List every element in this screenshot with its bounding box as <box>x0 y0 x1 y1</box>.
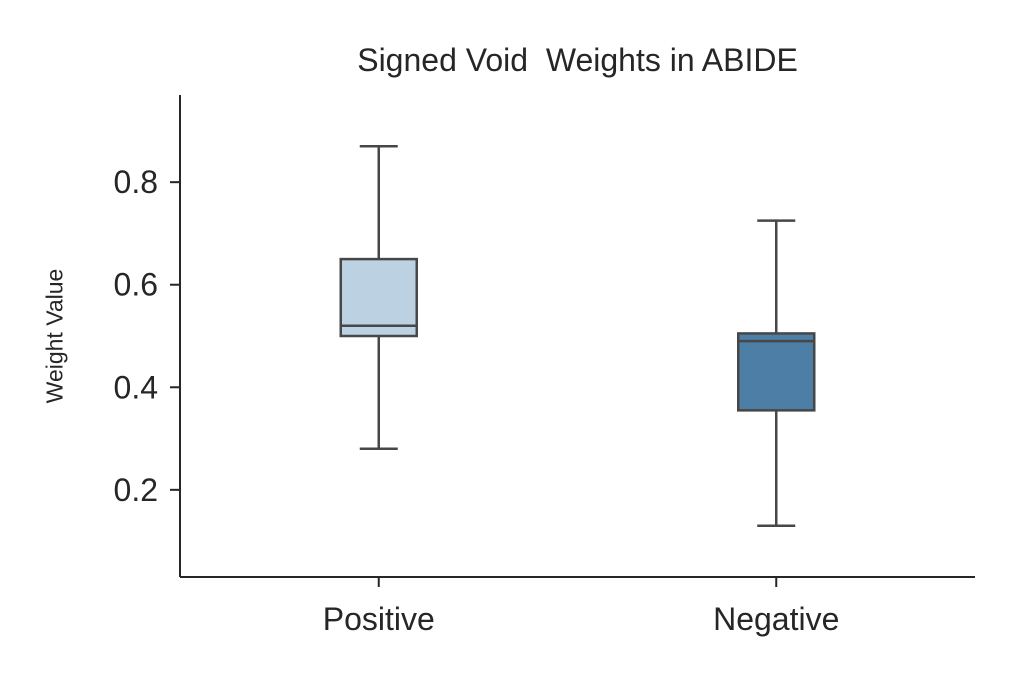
box-negative <box>737 332 816 412</box>
y-tick-label: 0.4 <box>114 369 158 405</box>
box-positive <box>339 257 418 338</box>
x-tick-label-positive: Positive <box>323 601 435 637</box>
y-tick-label: 0.8 <box>114 164 158 200</box>
x-tick-label-negative: Negative <box>713 601 839 637</box>
y-tick-label: 0.2 <box>114 472 158 508</box>
y-tick-label: 0.6 <box>114 267 158 303</box>
chart-title: Signed Void Weights in ABIDE <box>357 42 798 78</box>
